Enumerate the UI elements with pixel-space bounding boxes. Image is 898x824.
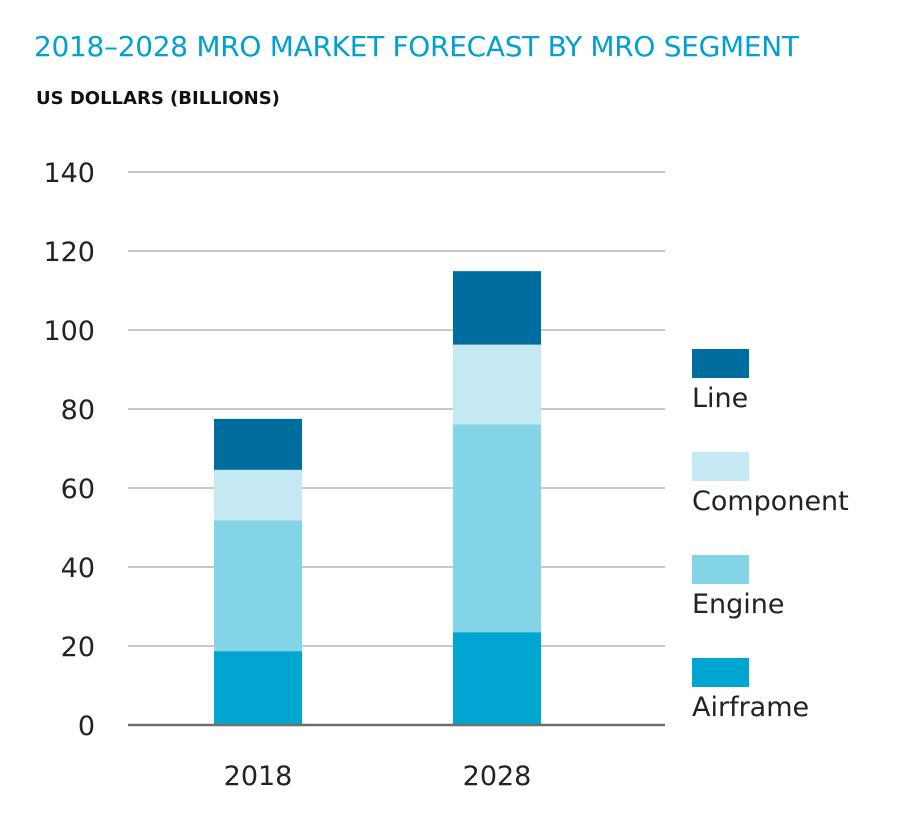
y-tick-label: 20 bbox=[61, 632, 95, 663]
legend-swatch-engine bbox=[692, 555, 749, 584]
legend-swatch-airframe bbox=[692, 658, 749, 687]
gridlines bbox=[128, 171, 665, 647]
y-tick-label: 140 bbox=[43, 158, 95, 189]
bar-component-2018 bbox=[214, 469, 302, 521]
legend: Line Component Engine Airframe bbox=[692, 349, 849, 723]
y-tick-label: 80 bbox=[61, 395, 95, 426]
y-tick-label: 40 bbox=[61, 553, 95, 584]
chart-subtitle: US DOLLARS (BILLIONS) bbox=[36, 88, 280, 109]
y-tick-label: 60 bbox=[61, 474, 95, 505]
x-tick-label: 2028 bbox=[463, 761, 532, 792]
bar-component-2028 bbox=[453, 344, 541, 425]
legend-label-line: Line bbox=[692, 383, 748, 414]
x-axis-ticks: 2018 2028 bbox=[224, 761, 532, 792]
chart-title: 2018–2028 MRO MARKET FORECAST BY MRO SEG… bbox=[34, 30, 799, 63]
bar-line-2028 bbox=[453, 271, 541, 345]
bar-engine-2028 bbox=[453, 424, 541, 633]
legend-label-component: Component bbox=[692, 486, 849, 517]
y-tick-label: 120 bbox=[43, 237, 95, 268]
legend-swatch-line bbox=[692, 349, 749, 378]
legend-label-engine: Engine bbox=[692, 589, 785, 620]
y-tick-label: 100 bbox=[43, 316, 95, 347]
legend-swatch-component bbox=[692, 452, 749, 481]
bar-airframe-2018 bbox=[214, 651, 302, 725]
y-axis-ticks: 0 20 40 60 80 100 120 140 bbox=[43, 158, 95, 742]
y-tick-label: 0 bbox=[78, 711, 95, 742]
x-tick-label: 2018 bbox=[224, 761, 293, 792]
bar-airframe-2028 bbox=[453, 632, 541, 725]
bar-line-2018 bbox=[214, 418, 302, 470]
bar-engine-2018 bbox=[214, 520, 302, 652]
bars bbox=[214, 271, 541, 725]
legend-label-airframe: Airframe bbox=[692, 692, 809, 723]
